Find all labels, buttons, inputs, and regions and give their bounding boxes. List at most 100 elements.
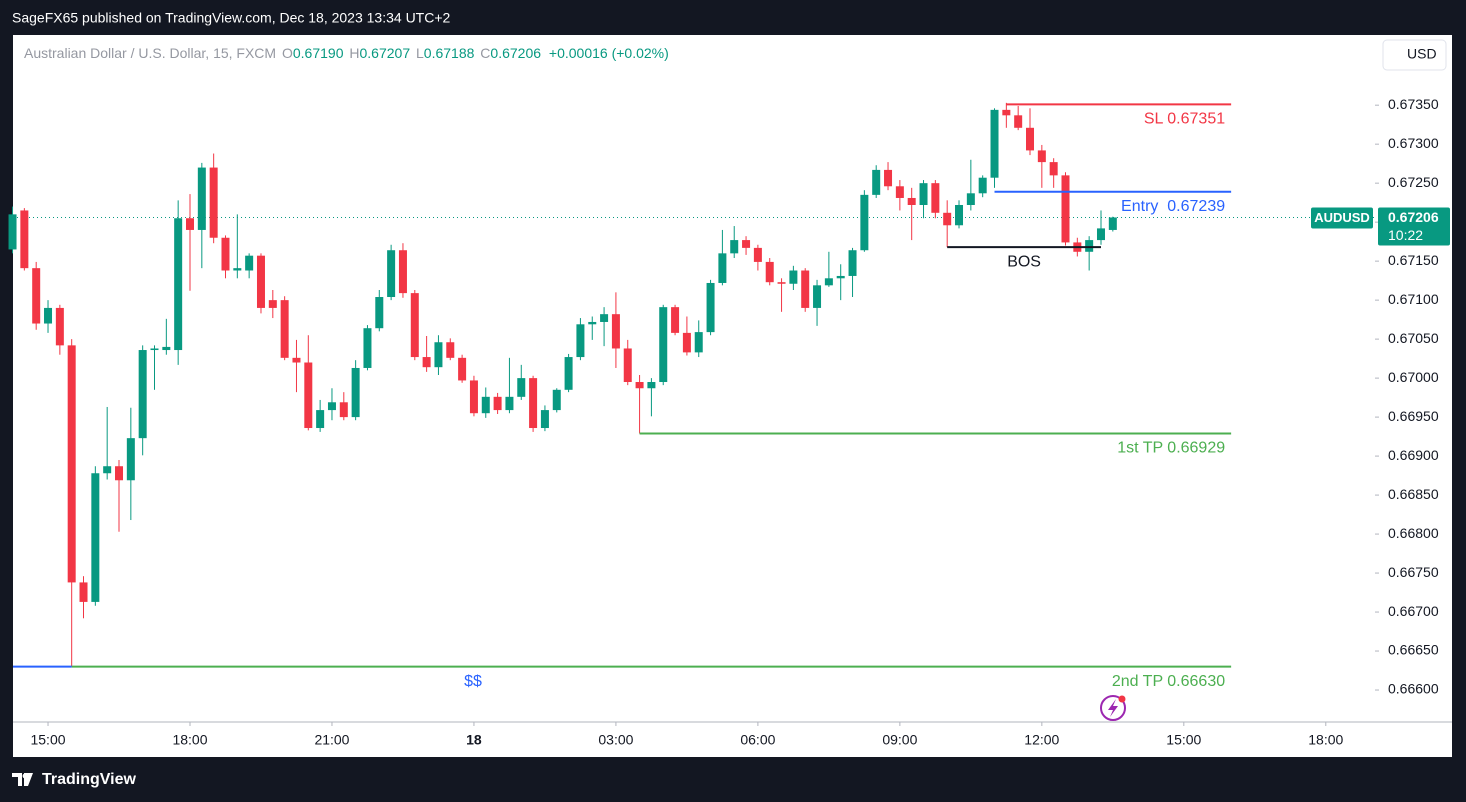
- legend-key: L: [416, 45, 424, 61]
- candle-body: [162, 346, 171, 351]
- candle-body: [209, 167, 218, 238]
- candle-body: [600, 314, 609, 322]
- candle-body: [931, 183, 940, 213]
- x-tick-label: 15:00: [1166, 732, 1201, 748]
- candle-body: [824, 278, 833, 286]
- level-label: $$: [464, 673, 482, 690]
- candle-body: [801, 270, 810, 308]
- candle-body: [529, 378, 538, 429]
- y-tick-label: 0.66850: [1388, 486, 1439, 502]
- candle-body: [943, 212, 952, 226]
- candle-body: [115, 466, 124, 481]
- candle-body: [1061, 175, 1070, 243]
- candle-body: [895, 186, 904, 198]
- candle-body: [706, 282, 715, 333]
- price-tag: [1378, 207, 1450, 246]
- candle-body: [150, 348, 159, 351]
- y-tick-label: 0.67000: [1388, 369, 1439, 385]
- candle-body: [221, 237, 230, 271]
- candle-body: [387, 250, 396, 298]
- candle-body: [103, 466, 112, 474]
- candle-body: [434, 342, 443, 368]
- candle-body: [458, 357, 467, 381]
- candle-body: [67, 345, 76, 583]
- candle-body: [576, 324, 585, 358]
- candle-body: [292, 357, 301, 363]
- candle-body: [588, 321, 597, 325]
- candle-body: [79, 582, 88, 602]
- candle-body: [978, 177, 987, 194]
- legend-value: 0.67188: [424, 45, 475, 61]
- candle-body: [327, 402, 336, 411]
- price-tag-label: 0.67206: [1388, 209, 1439, 225]
- countdown-label: 10:22: [1388, 227, 1423, 243]
- y-tick-label: 0.66900: [1388, 447, 1439, 463]
- y-tick-label: 0.66950: [1388, 408, 1439, 424]
- footer-brand: TradingView: [42, 771, 137, 788]
- level-label: 2nd TP 0.66630: [1112, 673, 1225, 690]
- icon-dot: [1118, 695, 1126, 703]
- candle-body: [777, 282, 786, 284]
- logo-mark: [12, 773, 33, 786]
- candle-body: [138, 350, 147, 439]
- y-tick-label: 0.67350: [1388, 96, 1439, 112]
- candle-body: [848, 250, 857, 276]
- symbol-tag-label: AUDUSD: [1314, 210, 1370, 225]
- y-tick-label: 0.67250: [1388, 174, 1439, 190]
- legend-key: H: [349, 45, 359, 61]
- candle-body: [919, 183, 928, 205]
- candle-body: [375, 297, 384, 329]
- candle-body: [907, 197, 916, 205]
- candle-body: [493, 396, 502, 411]
- candle-body: [671, 307, 680, 333]
- candle-body: [505, 396, 514, 411]
- candle-body: [990, 109, 999, 178]
- legend: Australian Dollar / U.S. Dollar, 15, FXC…: [24, 45, 669, 61]
- candle-body: [316, 410, 325, 429]
- x-tick-label: 03:00: [598, 732, 633, 748]
- candle-body: [304, 362, 313, 429]
- candle-body: [185, 218, 194, 230]
- candle-body: [647, 382, 656, 389]
- candle-body: [1108, 217, 1117, 230]
- legend-key: O: [282, 45, 293, 61]
- level-label: Entry 0.67239: [1121, 198, 1225, 215]
- x-tick-label: 09:00: [882, 732, 917, 748]
- legend-key: C: [480, 45, 490, 61]
- candle-body: [469, 380, 478, 414]
- candle-body: [20, 210, 29, 269]
- logo-dot: [22, 773, 28, 779]
- candle-body: [268, 300, 277, 308]
- candle-body: [233, 268, 242, 271]
- alert-icon[interactable]: [1100, 695, 1126, 721]
- x-tick-label: 12:00: [1024, 732, 1059, 748]
- y-tick-label: 0.67100: [1388, 291, 1439, 307]
- legend-value: 0.67206: [490, 45, 541, 61]
- icon-bolt: [1108, 699, 1118, 717]
- x-tick-label: 21:00: [314, 732, 349, 748]
- candle-body: [742, 240, 751, 248]
- candle-body: [517, 378, 526, 397]
- y-tick-label: 0.67300: [1388, 135, 1439, 151]
- candle-body: [481, 396, 490, 414]
- y-tick-label: 0.66700: [1388, 603, 1439, 619]
- symbol-tag: [1311, 207, 1373, 229]
- y-tick-label: 0.66650: [1388, 642, 1439, 658]
- candles: [8, 102, 1117, 667]
- y-tick-label: 0.67050: [1388, 330, 1439, 346]
- currency-button[interactable]: [1382, 39, 1447, 71]
- candle-body: [552, 389, 561, 411]
- candle-body: [32, 268, 41, 324]
- candle-body: [1037, 150, 1046, 163]
- candle-body: [753, 247, 762, 262]
- publish-header: SageFX65 published on TradingView.com, D…: [12, 10, 451, 26]
- candle-body: [789, 270, 798, 284]
- x-tick-label: 06:00: [740, 732, 775, 748]
- level-label: 1st TP 0.66929: [1117, 440, 1225, 457]
- candle-body: [174, 218, 183, 351]
- candle-body: [682, 332, 691, 353]
- candle-body: [8, 214, 17, 250]
- candle-body: [363, 328, 372, 368]
- level-label: BOS: [1007, 253, 1041, 270]
